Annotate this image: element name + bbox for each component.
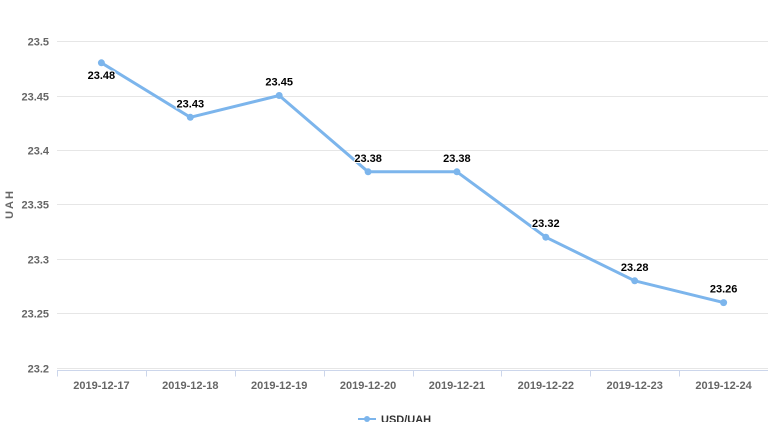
data-point-label: 23.45 (265, 77, 293, 89)
data-point-label: 23.48 (88, 70, 116, 82)
data-point-label: 23.28 (621, 262, 649, 274)
x-tick-label: 2019-12-19 (251, 380, 307, 392)
legend-label[interactable]: USD/UAH (381, 414, 431, 422)
x-axis-line-and-ticks (57, 370, 768, 377)
x-tick-label: 2019-12-23 (607, 380, 663, 392)
data-labels: 23.48 23.43 23.45 23.38 23.38 23.32 23.28 23.26 (87, 69, 739, 297)
y-tick-label: 23.25 (21, 309, 49, 321)
series-line (97, 59, 728, 307)
data-point[interactable] (542, 233, 550, 241)
data-point-label: 23.43 (177, 98, 205, 110)
data-point[interactable] (453, 168, 461, 176)
y-tick-label: 23.4 (28, 146, 50, 158)
y-tick-label: 23.3 (28, 255, 49, 267)
legend-marker-dot (364, 416, 370, 422)
y-tick-label: 23.5 (28, 37, 49, 49)
gridlines (57, 41, 768, 369)
y-axis-tick-labels: 23.2 23.25 23.3 23.35 23.4 23.45 23.5 (21, 37, 49, 376)
data-point[interactable] (720, 299, 728, 307)
data-point[interactable] (364, 168, 372, 176)
y-tick-label: 23.2 (28, 364, 49, 376)
data-point[interactable] (631, 277, 639, 285)
y-axis-title: UAH (4, 189, 16, 219)
x-tick-label: 2019-12-21 (429, 380, 485, 392)
series-path (99, 61, 726, 305)
y-tick-label: 23.45 (21, 92, 49, 104)
data-point[interactable] (97, 59, 105, 67)
data-point[interactable] (186, 113, 194, 121)
y-tick-label: 23.35 (21, 200, 49, 212)
data-point-label: 23.38 (443, 153, 471, 165)
x-tick-label: 2019-12-17 (73, 380, 129, 392)
legend-item[interactable]: USD/UAH (358, 414, 431, 422)
data-point-label: 23.32 (532, 218, 560, 230)
data-point[interactable] (275, 92, 283, 99)
x-tick-label: 2019-12-24 (695, 380, 752, 392)
x-axis-tick-labels: 2019-12-17 2019-12-18 2019-12-19 2019-12-20… (73, 380, 752, 392)
x-tick-label: 2019-12-18 (162, 380, 218, 392)
x-tick-label: 2019-12-20 (340, 380, 396, 392)
data-point-label: 23.38 (354, 153, 382, 165)
x-tick-label: 2019-12-22 (518, 380, 574, 392)
data-point-label: 23.26 (710, 284, 738, 296)
